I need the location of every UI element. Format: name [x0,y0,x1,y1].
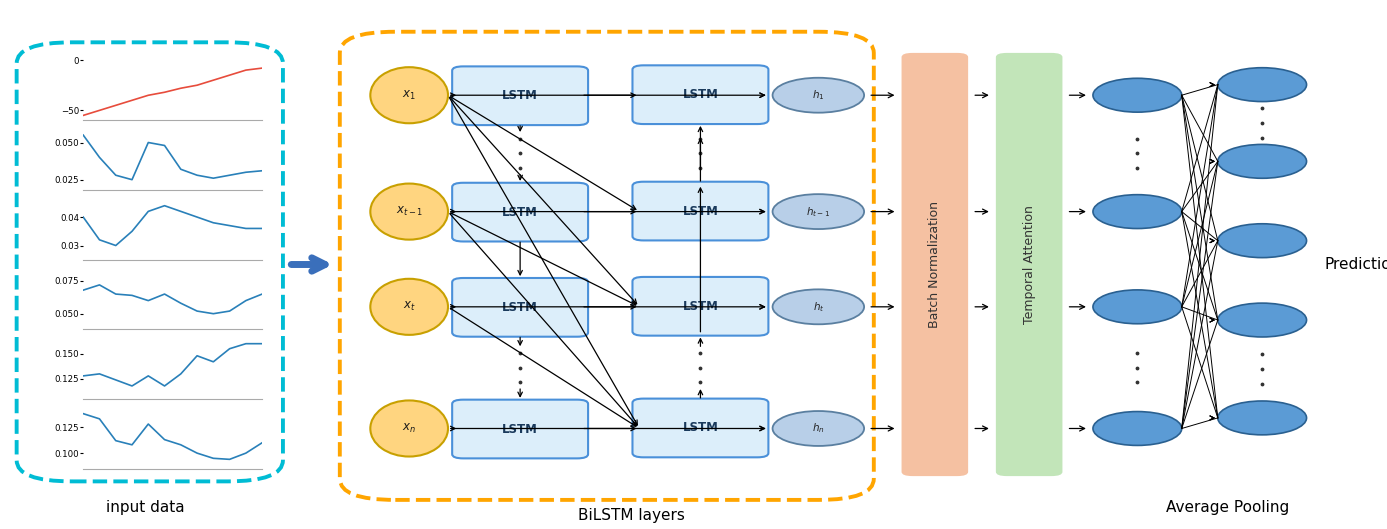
Text: input data: input data [107,500,184,515]
Circle shape [1218,303,1307,337]
FancyBboxPatch shape [452,278,588,337]
Text: $x_{t-1}$: $x_{t-1}$ [395,205,423,218]
Text: LSTM: LSTM [682,422,718,434]
FancyBboxPatch shape [452,67,588,125]
Text: $h_{t-1}$: $h_{t-1}$ [806,205,831,218]
Circle shape [1218,68,1307,102]
Text: $h_1$: $h_1$ [811,88,825,102]
FancyBboxPatch shape [632,399,768,457]
Text: $h_t$: $h_t$ [813,300,824,314]
Text: LSTM: LSTM [682,300,718,313]
Text: $x_1$: $x_1$ [402,89,416,102]
Circle shape [773,411,864,446]
Ellipse shape [370,67,448,123]
Circle shape [1218,224,1307,258]
Text: LSTM: LSTM [502,423,538,435]
Ellipse shape [370,184,448,240]
Circle shape [1218,144,1307,178]
Circle shape [773,289,864,324]
Text: $x_t$: $x_t$ [402,300,416,313]
FancyBboxPatch shape [902,53,968,476]
FancyBboxPatch shape [632,182,768,240]
Text: Temporal Attention: Temporal Attention [1022,205,1036,324]
Circle shape [1218,401,1307,435]
Circle shape [1093,78,1182,112]
FancyBboxPatch shape [632,65,768,124]
FancyBboxPatch shape [452,183,588,241]
Text: $x_n$: $x_n$ [402,422,416,435]
Circle shape [1093,412,1182,445]
Text: $h_n$: $h_n$ [811,422,825,435]
Text: Batch Normalization: Batch Normalization [928,201,942,328]
Text: LSTM: LSTM [502,89,538,102]
Circle shape [773,194,864,229]
FancyBboxPatch shape [452,400,588,458]
Text: Predictions: Predictions [1325,257,1387,272]
Circle shape [773,78,864,113]
Text: Average Pooling: Average Pooling [1166,500,1289,515]
Circle shape [1093,195,1182,229]
Ellipse shape [370,400,448,457]
Text: LSTM: LSTM [682,88,718,101]
Circle shape [1093,290,1182,324]
Text: LSTM: LSTM [502,301,538,314]
Text: LSTM: LSTM [682,205,718,217]
FancyBboxPatch shape [632,277,768,335]
Text: LSTM: LSTM [502,206,538,218]
Text: BiLSTM layers: BiLSTM layers [577,508,685,523]
FancyBboxPatch shape [996,53,1062,476]
Ellipse shape [370,279,448,335]
